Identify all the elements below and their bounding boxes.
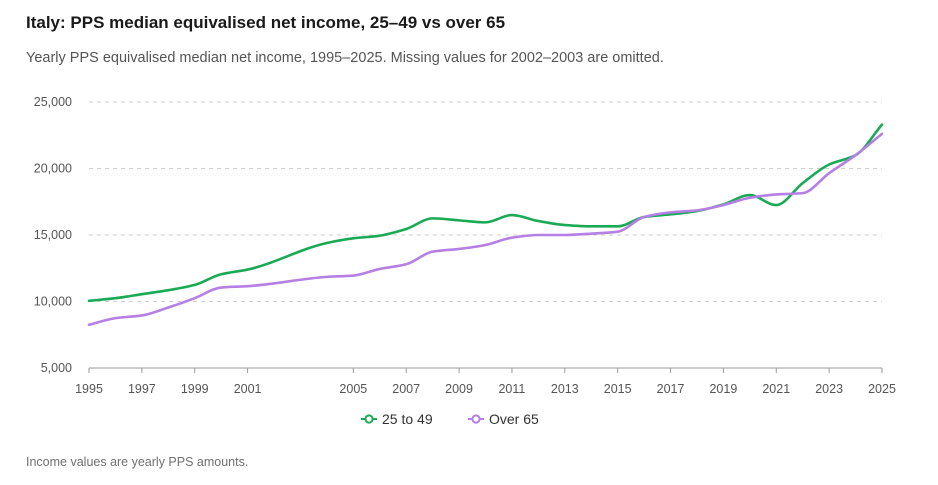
x-tick-label: 2023 [815, 382, 843, 396]
x-tick-label: 2025 [868, 382, 896, 396]
legend-swatch-marker [471, 414, 481, 424]
chart-title: Italy: PPS median equivalised net income… [26, 13, 506, 32]
x-tick-label: 2021 [762, 382, 790, 396]
y-tick-label: 20,000 [34, 162, 72, 176]
x-tick-label: 2013 [551, 382, 579, 396]
chart-footnote: Income values are yearly PPS amounts. [26, 455, 249, 469]
x-tick-label: 1999 [181, 382, 209, 396]
x-tick-label: 2011 [498, 382, 525, 396]
x-tick-label: 1997 [128, 382, 156, 396]
y-axis: 5,000 10,000 15,000 20,000 25,000 [34, 95, 72, 375]
x-tick-label: 2007 [392, 382, 420, 396]
gridlines [89, 101, 882, 369]
series-lines [87, 123, 884, 327]
chart-subtitle: Yearly PPS equivalised median net income… [26, 50, 664, 66]
x-tick-label: 1995 [75, 382, 103, 396]
legend-item-25-to-49[interactable]: 25 to 49 [361, 411, 433, 427]
y-tick-label: 10,000 [34, 295, 72, 309]
x-tick-label: 2001 [234, 382, 262, 396]
x-tick-label: 2015 [604, 382, 632, 396]
x-tick-label: 2019 [709, 382, 737, 396]
series-line-25-to-49 [87, 123, 884, 303]
y-tick-label: 15,000 [34, 228, 72, 242]
series-line-over-65 [87, 132, 884, 327]
y-tick-label: 25,000 [34, 95, 72, 109]
x-tick-label: 2017 [657, 382, 685, 396]
y-tick-label: 5,000 [41, 361, 72, 375]
legend-item-over-65[interactable]: Over 65 [468, 411, 539, 427]
x-tick-label: 2009 [445, 382, 473, 396]
legend-label: Over 65 [489, 411, 539, 427]
legend-swatch-marker [364, 414, 374, 424]
x-axis: 1995 1997 1999 2001 2005 2007 2009 2011 2013 2015… [75, 367, 896, 396]
legend[interactable]: 25 to 49 Over 65 [361, 411, 539, 427]
x-tick-label: 2005 [339, 382, 367, 396]
legend-label: 25 to 49 [382, 411, 433, 427]
